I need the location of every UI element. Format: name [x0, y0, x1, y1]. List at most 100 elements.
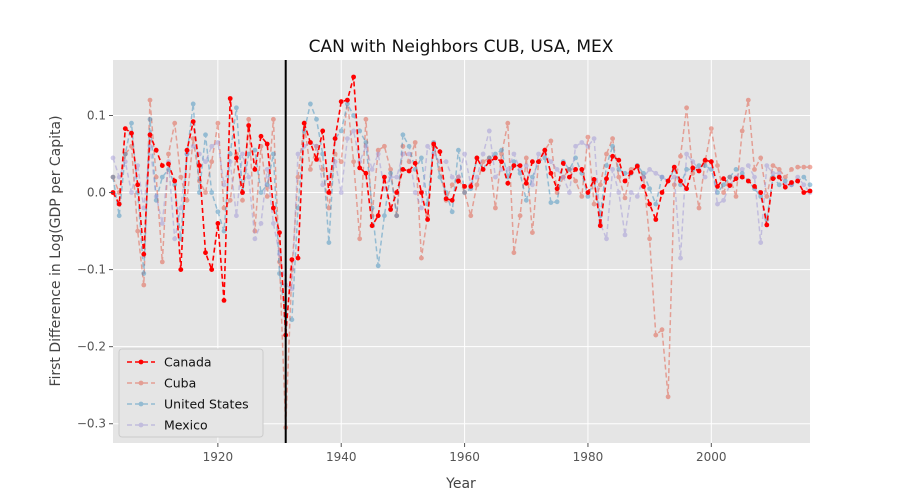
data-point [209, 267, 215, 272]
data-point [653, 217, 659, 222]
data-point [203, 190, 208, 195]
data-point [271, 151, 276, 157]
data-point [252, 167, 258, 172]
data-point [326, 190, 332, 195]
data-point [462, 151, 467, 157]
data-point [727, 174, 733, 180]
data-point [567, 167, 572, 172]
data-point [147, 132, 153, 138]
data-point [579, 167, 585, 172]
data-point [530, 174, 535, 180]
series-layer [110, 74, 813, 430]
data-point [622, 178, 628, 184]
data-point [573, 178, 578, 184]
data-point [616, 157, 622, 163]
legend-swatch [127, 380, 155, 386]
data-point [388, 170, 393, 176]
data-point [135, 182, 141, 188]
data-point [357, 165, 363, 171]
data-point [671, 182, 677, 188]
data-point [641, 174, 646, 180]
data-point [745, 163, 751, 169]
data-point [505, 167, 511, 172]
data-point [406, 143, 412, 149]
data-point [462, 184, 467, 189]
data-point [795, 174, 801, 180]
data-point [129, 120, 134, 126]
data-point [437, 149, 443, 155]
data-point [721, 182, 726, 188]
data-point [604, 163, 609, 169]
data-point [264, 182, 270, 188]
data-point [190, 143, 196, 149]
data-point [190, 119, 196, 124]
data-point [745, 97, 751, 103]
data-point [653, 170, 659, 176]
data-point [739, 128, 745, 134]
data-point [684, 167, 689, 172]
legend-box [118, 348, 264, 438]
data-point [412, 160, 418, 166]
data-point [591, 177, 597, 182]
data-point [739, 174, 745, 180]
data-point [752, 167, 757, 172]
data-point [221, 182, 227, 188]
data-point [486, 155, 492, 161]
data-point [567, 167, 572, 172]
data-point [400, 132, 406, 138]
data-point [227, 96, 233, 101]
data-point [511, 151, 517, 157]
data-point [616, 167, 622, 172]
data-point [141, 251, 147, 257]
data-point [308, 167, 313, 172]
series-cuba [110, 97, 813, 430]
data-point [345, 101, 350, 107]
data-point [807, 182, 813, 188]
data-point [462, 190, 467, 195]
data-point [252, 236, 258, 242]
data-point [493, 205, 498, 211]
data-point [505, 180, 511, 186]
data-point [560, 174, 566, 180]
legend-swatch [127, 422, 155, 428]
data-point [351, 128, 356, 134]
data-point [425, 217, 430, 222]
data-point [678, 153, 683, 159]
data-point [653, 201, 659, 207]
data-point [690, 159, 696, 165]
data-point [573, 143, 578, 149]
grid-lines [113, 60, 810, 443]
data-point [203, 159, 208, 165]
data-point [406, 159, 412, 165]
data-point [338, 159, 344, 165]
data-point [116, 213, 122, 219]
data-point [493, 151, 498, 157]
y-tick-label: −0.2 [77, 340, 106, 354]
data-point [585, 190, 591, 195]
data-point [382, 213, 387, 219]
data-point [752, 184, 757, 189]
data-point [394, 213, 400, 219]
data-point [295, 174, 301, 180]
data-point [548, 138, 554, 144]
data-point [499, 147, 504, 153]
data-point [166, 161, 171, 167]
data-point [240, 197, 245, 203]
data-point [388, 167, 393, 172]
data-point [449, 174, 455, 180]
data-point [776, 182, 782, 188]
data-point [801, 190, 807, 195]
data-point [715, 190, 720, 195]
data-point [554, 186, 560, 192]
data-point [548, 200, 554, 206]
data-point [807, 188, 813, 194]
data-point [684, 151, 689, 157]
data-point [197, 163, 202, 169]
data-point [647, 167, 652, 172]
data-point [647, 186, 652, 192]
data-point [523, 163, 529, 169]
data-point [486, 128, 492, 134]
data-point [357, 128, 363, 134]
data-point [215, 209, 221, 215]
